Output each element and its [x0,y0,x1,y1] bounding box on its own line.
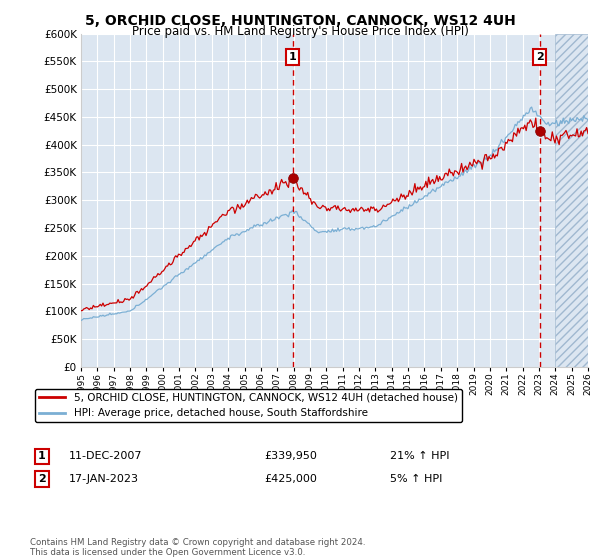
Text: £425,000: £425,000 [264,474,317,484]
Text: Contains HM Land Registry data © Crown copyright and database right 2024.
This d: Contains HM Land Registry data © Crown c… [30,538,365,557]
Legend: 5, ORCHID CLOSE, HUNTINGTON, CANNOCK, WS12 4UH (detached house), HPI: Average pr: 5, ORCHID CLOSE, HUNTINGTON, CANNOCK, WS… [35,389,462,422]
Text: 2: 2 [536,52,544,62]
Bar [555,34,588,367]
Text: £339,950: £339,950 [264,451,317,461]
Text: 1: 1 [38,451,46,461]
Text: Price paid vs. HM Land Registry's House Price Index (HPI): Price paid vs. HM Land Registry's House … [131,25,469,38]
Text: 17-JAN-2023: 17-JAN-2023 [69,474,139,484]
Text: 11-DEC-2007: 11-DEC-2007 [69,451,143,461]
Text: 5, ORCHID CLOSE, HUNTINGTON, CANNOCK, WS12 4UH: 5, ORCHID CLOSE, HUNTINGTON, CANNOCK, WS… [85,14,515,28]
Text: 2: 2 [38,474,46,484]
Text: 5% ↑ HPI: 5% ↑ HPI [390,474,442,484]
Text: 21% ↑ HPI: 21% ↑ HPI [390,451,449,461]
Text: 1: 1 [289,52,296,62]
